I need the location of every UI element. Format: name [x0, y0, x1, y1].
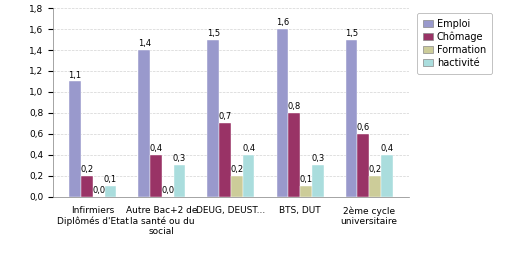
Text: 0,0: 0,0	[161, 186, 174, 195]
Text: 1,5: 1,5	[345, 29, 358, 38]
Text: 0,2: 0,2	[80, 165, 93, 174]
Legend: Emploi, Chômage, Formation, hactivité: Emploi, Chômage, Formation, hactivité	[417, 13, 492, 74]
Bar	[139, 50, 150, 197]
Text: 0,1: 0,1	[104, 175, 117, 184]
Bar	[231, 176, 243, 197]
Bar	[219, 123, 231, 197]
Text: 0,3: 0,3	[173, 154, 186, 163]
Text: 0,4: 0,4	[149, 144, 162, 153]
Bar	[346, 40, 357, 197]
Bar	[69, 81, 81, 197]
Bar	[150, 155, 162, 197]
Text: 0,4: 0,4	[242, 144, 255, 153]
Bar	[300, 186, 312, 197]
Bar	[357, 134, 369, 197]
Text: 0,8: 0,8	[288, 102, 301, 111]
Text: 1,4: 1,4	[138, 39, 151, 48]
Text: 0,7: 0,7	[218, 112, 232, 121]
Text: 0,2: 0,2	[230, 165, 243, 174]
Text: 0,3: 0,3	[311, 154, 324, 163]
Bar	[81, 176, 93, 197]
Bar	[208, 40, 219, 197]
Bar	[105, 186, 116, 197]
Text: 0,6: 0,6	[357, 123, 370, 132]
Text: 0,0: 0,0	[92, 186, 105, 195]
Text: 0,1: 0,1	[299, 175, 313, 184]
Text: 1,1: 1,1	[68, 70, 82, 79]
Bar	[277, 29, 288, 197]
Bar	[288, 113, 300, 197]
Text: 1,5: 1,5	[207, 29, 220, 38]
Bar	[243, 155, 254, 197]
Bar	[381, 155, 393, 197]
Text: 1,6: 1,6	[276, 18, 289, 27]
Text: 0,4: 0,4	[380, 144, 393, 153]
Bar	[312, 165, 323, 197]
Bar	[174, 165, 185, 197]
Text: 0,2: 0,2	[369, 165, 382, 174]
Bar	[369, 176, 381, 197]
